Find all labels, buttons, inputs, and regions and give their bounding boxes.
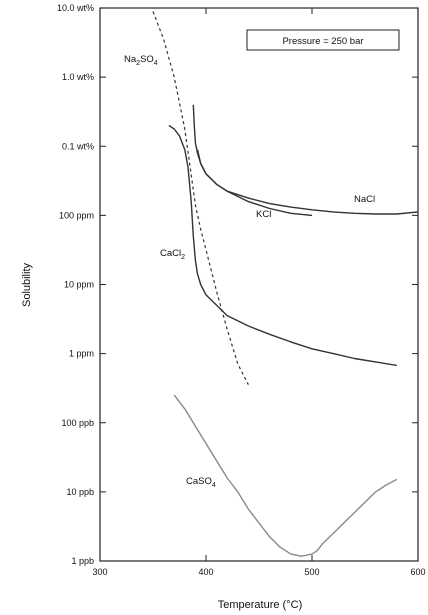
x-axis-ticks: 300 400 500 600 [92,8,426,577]
pressure-annotation-box [246,29,400,51]
series-label-caso4: CaSO4 [186,476,216,489]
y-tick-label: 10.0 wt% [57,3,94,13]
y-tick-label: 1 ppb [71,556,94,566]
series-label-na2so4: Na2SO4 [124,54,158,67]
series-line-caso4 [173,394,398,557]
y-tick-label: 10 ppb [66,487,94,497]
na2so4-label-mid: SO [140,54,154,65]
y-tick-label: 10 ppm [64,280,94,290]
x-tick-label: 300 [92,567,107,577]
cacl2-label-sub: 2 [181,254,185,261]
x-tick-label: 500 [304,567,319,577]
series-layer [152,11,419,557]
x-tick-label: 600 [410,567,425,577]
series-line-cacl2 [168,124,397,367]
y-tick-label: 0.1 wt% [62,141,94,151]
na2so4-label-sub1: 2 [136,60,140,67]
pressure-annotation: Pressure = 250 bar [282,36,363,47]
x-axis-title: Temperature (°C) [218,599,302,611]
x-tick-label: 400 [198,567,213,577]
series-line-na2so4 [152,11,249,385]
series-label-nacl: NaCl [354,194,375,205]
series-label-cacl2: CaCl2 [160,248,185,261]
caso4-label-main: CaSO [186,476,212,487]
y-axis-title: Solubility [21,262,33,307]
y-tick-label: 1 ppm [69,349,94,359]
series-line-nacl [192,104,419,215]
series-line-kcl [196,149,313,217]
na2so4-label-sub2: 4 [154,60,158,67]
cacl2-label-main: CaCl [160,248,181,259]
y-axis-ticks: 10.0 wt% 1.0 wt% 0.1 wt% 100 ppm 10 ppm 1 ppm… [57,3,418,566]
plot-frame [99,7,419,562]
y-tick-label: 1.0 wt% [62,72,94,82]
y-tick-label: 100 ppb [61,418,94,428]
y-tick-label: 100 ppm [59,210,94,220]
caso4-label-sub: 4 [212,482,216,489]
series-label-kcl: KCl [256,209,271,220]
na2so4-label-main: Na [124,54,137,65]
